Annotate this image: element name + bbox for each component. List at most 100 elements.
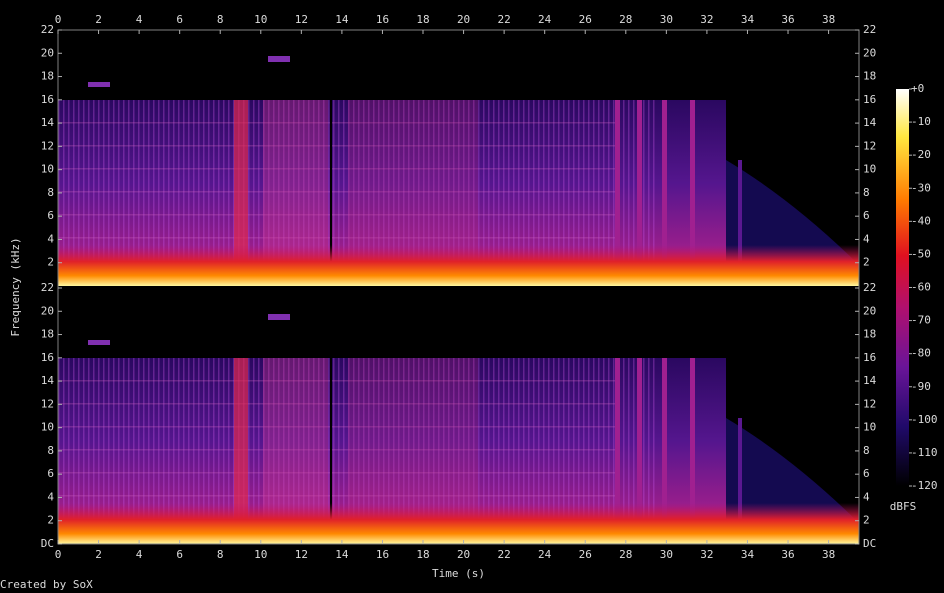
y-tick-label: 14 <box>41 374 55 387</box>
x-tick-label: 6 <box>176 548 183 561</box>
colorbar-tick-label: -40 <box>911 214 931 227</box>
y-axis-label: Frequency (kHz) <box>9 237 22 336</box>
x-tick-label: 36 <box>781 548 794 561</box>
colorbar-tick-label: +0 <box>911 82 924 95</box>
colorbar-tick-label: -50 <box>911 247 931 260</box>
y-tick-label-right: 14 <box>863 116 877 129</box>
x-tick-label: 28 <box>619 13 632 26</box>
y-tick-label-right: 20 <box>863 46 876 59</box>
y-tick-label-right: DC <box>863 537 876 550</box>
colorbar-tick-label: -110 <box>911 446 938 459</box>
y-tick-label-right: 22 <box>863 281 876 294</box>
y-tick-label: DC <box>41 537 54 550</box>
y-tick-label-right: 10 <box>863 421 876 434</box>
x-tick-label: 4 <box>136 548 143 561</box>
x-tick-label: 22 <box>498 13 511 26</box>
colorbar-tick-label: -120 <box>911 479 938 492</box>
plot-frame <box>57 29 860 545</box>
x-tick-label: 2 <box>95 548 102 561</box>
y-tick-label-right: 10 <box>863 163 876 176</box>
spectrogram-channel-1 <box>58 30 859 286</box>
y-tick-label-right: 8 <box>863 186 870 199</box>
colorbar-tick-label: -90 <box>911 380 931 393</box>
y-tick-label: 8 <box>47 444 54 457</box>
x-tick-label: 8 <box>217 13 224 26</box>
y-tick-label-right: 20 <box>863 304 876 317</box>
footer: Created by SoX <box>0 578 93 591</box>
x-tick-label: 26 <box>579 548 592 561</box>
y-tick-label: 22 <box>41 281 54 294</box>
x-tick-label: 16 <box>376 548 389 561</box>
x-tick-label: 32 <box>700 13 713 26</box>
x-tick-label: 14 <box>335 548 349 561</box>
x-tick-label: 38 <box>822 13 835 26</box>
y-tick-label: 2 <box>47 514 54 527</box>
y-tick-label: 16 <box>41 351 54 364</box>
colorbar <box>896 89 909 486</box>
y-tick-label-right: 12 <box>863 139 876 152</box>
y-tick-label: 20 <box>41 46 54 59</box>
x-tick-label: 38 <box>822 548 835 561</box>
x-axis-label: Time (s) <box>432 567 485 580</box>
x-tick-label: 18 <box>416 548 429 561</box>
colorbar-tick-label: -80 <box>911 347 931 360</box>
spectrogram-channel-2 <box>58 288 859 544</box>
x-tick-label: 0 <box>55 13 62 26</box>
y-tick-label-right: 4 <box>863 232 870 245</box>
x-tick-label: 30 <box>660 548 673 561</box>
colorbar-tick-label: -30 <box>911 181 931 194</box>
colorbar-label: dBFS <box>890 500 917 513</box>
x-tick-label: 10 <box>254 13 267 26</box>
y-tick-label-right: 16 <box>863 351 876 364</box>
x-tick-label: 36 <box>781 13 794 26</box>
x-tick-label: 16 <box>376 13 389 26</box>
y-tick-label: 10 <box>41 421 54 434</box>
y-tick-label-right: 4 <box>863 490 870 503</box>
y-tick-label-right: 6 <box>863 467 870 480</box>
y-tick-label: 18 <box>41 328 54 341</box>
x-tick-label: 18 <box>416 13 429 26</box>
x-tick-label: 24 <box>538 13 552 26</box>
y-tick-label-right: 18 <box>863 328 876 341</box>
x-tick-label: 12 <box>295 13 308 26</box>
x-tick-label: 6 <box>176 13 183 26</box>
colorbar-tick-label: -100 <box>911 413 938 426</box>
y-tick-label: 22 <box>41 23 54 36</box>
y-tick-label-right: 14 <box>863 374 877 387</box>
x-tick-label: 10 <box>254 548 267 561</box>
y-tick-label: 8 <box>47 186 54 199</box>
x-tick-label: 24 <box>538 548 552 561</box>
y-tick-label-right: 22 <box>863 23 876 36</box>
y-tick-label-right: 8 <box>863 444 870 457</box>
y-tick-label: 12 <box>41 397 54 410</box>
colorbar-tick-label: -10 <box>911 115 931 128</box>
x-tick-label: 14 <box>335 13 349 26</box>
y-tick-label: 4 <box>47 490 54 503</box>
y-tick-label-right: 16 <box>863 93 876 106</box>
x-tick-label: 34 <box>741 13 755 26</box>
x-tick-label: 28 <box>619 548 632 561</box>
x-tick-label: 34 <box>741 548 755 561</box>
colorbar-tick-label: -70 <box>911 314 931 327</box>
y-tick-label-right: 2 <box>863 514 870 527</box>
x-tick-label: 8 <box>217 548 224 561</box>
y-tick-label: 6 <box>47 209 54 222</box>
x-tick-label: 12 <box>295 548 308 561</box>
x-tick-label: 20 <box>457 13 470 26</box>
y-tick-label: 14 <box>41 116 55 129</box>
x-tick-label: 20 <box>457 548 470 561</box>
y-tick-label-right: 2 <box>863 256 870 269</box>
x-tick-label: 32 <box>700 548 713 561</box>
y-tick-label: 12 <box>41 139 54 152</box>
colorbar-tick-label: -20 <box>911 148 931 161</box>
x-tick-label: 0 <box>55 548 62 561</box>
y-tick-label: 4 <box>47 232 54 245</box>
x-tick-label: 22 <box>498 548 511 561</box>
y-tick-label: 2 <box>47 256 54 269</box>
y-tick-label-right: 18 <box>863 70 876 83</box>
y-tick-label: 6 <box>47 467 54 480</box>
y-tick-label: 18 <box>41 70 54 83</box>
x-tick-label: 26 <box>579 13 592 26</box>
